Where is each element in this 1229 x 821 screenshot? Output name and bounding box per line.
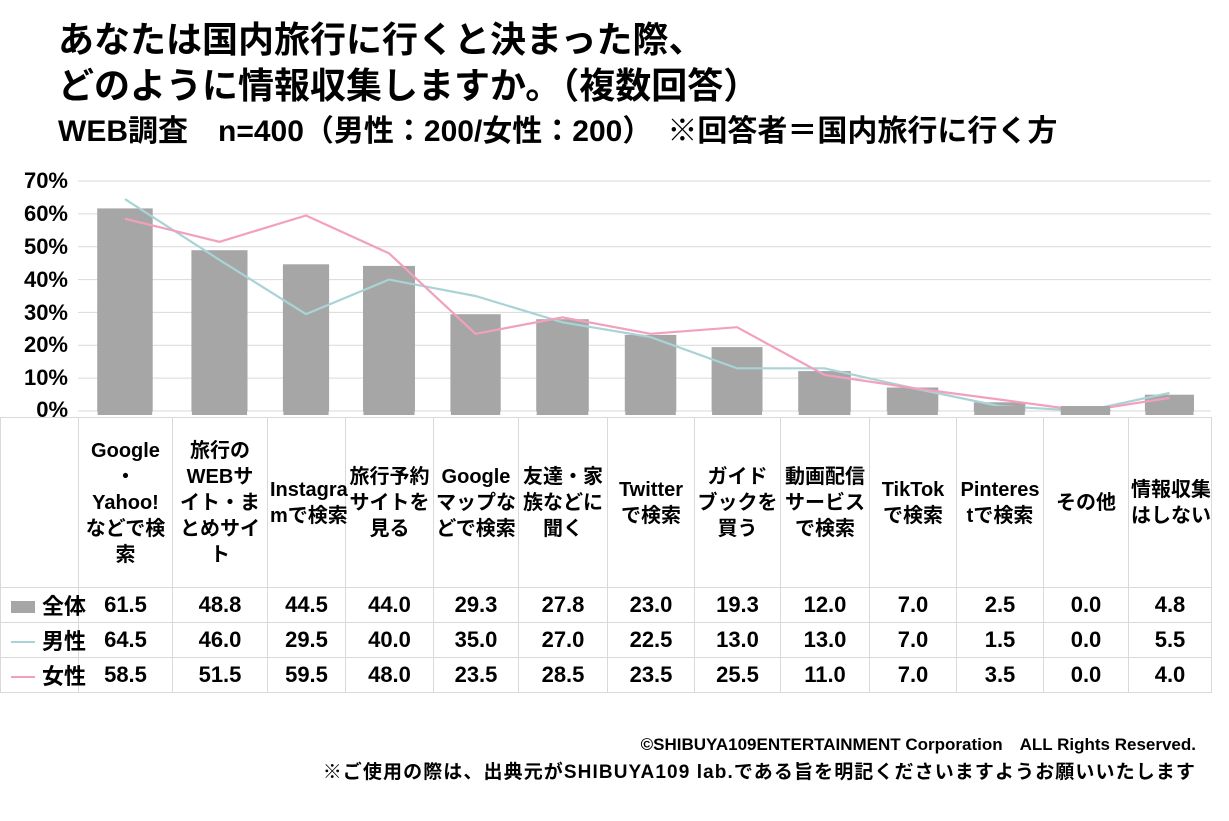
svg-text:40%: 40%: [24, 267, 68, 292]
svg-text:50%: 50%: [24, 234, 68, 259]
svg-text:20%: 20%: [24, 332, 68, 357]
svg-text:70%: 70%: [24, 168, 68, 193]
svg-text:30%: 30%: [24, 300, 68, 325]
svg-text:60%: 60%: [24, 201, 68, 226]
svg-text:10%: 10%: [24, 365, 68, 390]
